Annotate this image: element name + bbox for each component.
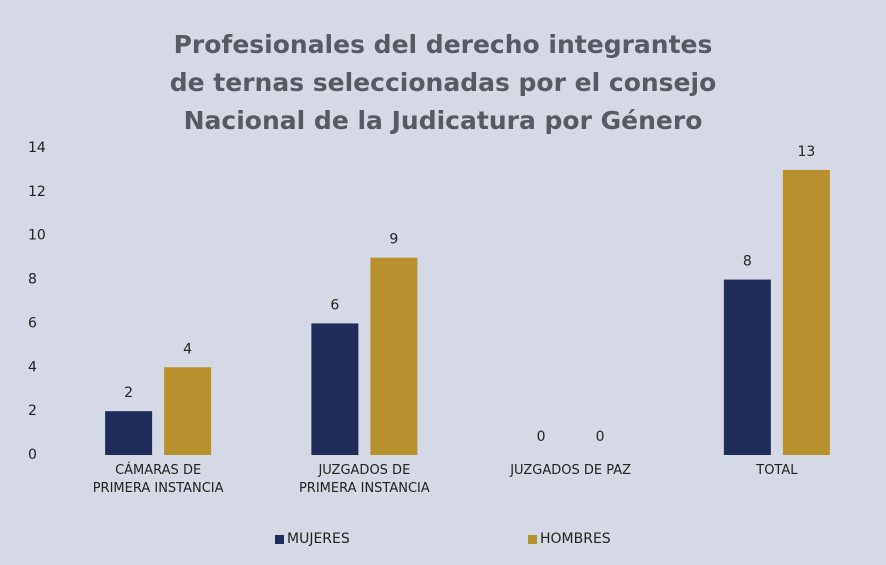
bar (782, 169, 830, 455)
legend-item: HOMBRES (528, 531, 611, 547)
data-label: 6 (330, 297, 339, 313)
data-label: 4 (183, 341, 192, 357)
x-tick-label: TOTAL (756, 463, 798, 478)
y-tick-label: 8 (28, 272, 37, 288)
x-tick-label: JUZGADOS DE PAZ (510, 463, 632, 478)
data-label: 2 (124, 385, 133, 401)
bar (723, 279, 771, 455)
bar (164, 367, 212, 455)
data-label: 0 (537, 429, 546, 445)
y-tick-label: 2 (28, 403, 37, 419)
legend-swatch (275, 534, 284, 544)
x-tick-label: CÁMARAS DE PRIMERA INSTANCIA (92, 463, 224, 496)
legend-item: MUJERES (275, 531, 350, 547)
y-tick-label: 4 (28, 359, 37, 375)
legend-label: MUJERES (287, 531, 350, 547)
x-tick-label: JUZGADOS DE PRIMERA INSTANCIA (298, 463, 430, 496)
bar (311, 323, 359, 455)
y-tick-label: 0 (28, 447, 37, 463)
chart-title: Profesionales del derecho integrantes de… (169, 30, 717, 135)
y-tick-label: 14 (28, 140, 46, 156)
legend-swatch (528, 534, 537, 544)
y-tick-label: 12 (28, 184, 46, 200)
data-label: 13 (797, 144, 815, 160)
data-label: 0 (596, 429, 605, 445)
bar (370, 257, 418, 455)
data-label: 8 (743, 254, 752, 270)
y-tick-label: 10 (28, 228, 46, 244)
legend-label: HOMBRES (540, 531, 611, 547)
data-label: 9 (389, 232, 398, 248)
y-tick-label: 6 (28, 315, 37, 331)
bar (105, 411, 153, 455)
